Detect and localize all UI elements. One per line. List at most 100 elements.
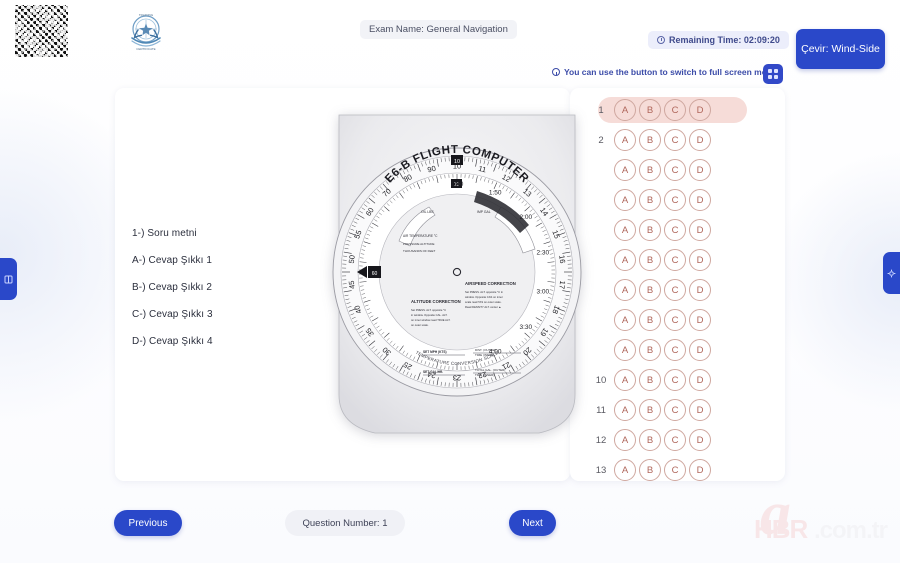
answer-option-b[interactable]: B	[639, 459, 661, 481]
answer-option-c[interactable]: C	[664, 369, 686, 391]
answer-option-b[interactable]: B	[639, 369, 661, 391]
previous-button[interactable]: Previous	[114, 510, 182, 536]
e6b-flight-computer[interactable]: 10 11 12 13 14 15 16 17 18 19 20 21 22 23 24 25 30 35 40 45…	[325, 95, 589, 445]
answer-option-c[interactable]: C	[664, 99, 686, 121]
answer-option-c[interactable]: C	[664, 159, 686, 181]
answer-option-d[interactable]: D	[689, 339, 711, 361]
answer-option-c[interactable]: C	[664, 249, 686, 271]
question-option-d[interactable]: D-) Cevap Şıkkı 4	[132, 336, 213, 347]
answer-option-c[interactable]: C	[664, 339, 686, 361]
watermark-a: a	[760, 480, 791, 548]
answer-option-a[interactable]: A	[614, 219, 636, 241]
left-drawer-tab[interactable]	[0, 258, 17, 300]
label-altitude-correction: ALTITUDE CORRECTION	[411, 299, 461, 304]
svg-text:10: 10	[454, 182, 460, 188]
answer-option-b[interactable]: B	[639, 279, 661, 301]
watermark: a HBR .com.tr	[742, 481, 892, 559]
question-option-b[interactable]: B-) Cevap Şıkkı 2	[132, 282, 213, 293]
answer-option-a[interactable]: A	[614, 159, 636, 181]
answer-option-d[interactable]: D	[689, 129, 711, 151]
svg-text:TRAINING: TRAINING	[139, 13, 154, 17]
answer-option-d[interactable]: D	[689, 309, 711, 331]
answer-option-b[interactable]: B	[639, 129, 661, 151]
answer-option-b[interactable]: B	[639, 309, 661, 331]
answer-option-c[interactable]: C	[664, 219, 686, 241]
svg-text:90: 90	[427, 164, 437, 175]
question-option-a[interactable]: A-) Cevap Şıkkı 1	[132, 255, 213, 266]
svg-text:12: 12	[500, 172, 512, 184]
answer-option-d[interactable]: D	[689, 219, 711, 241]
answer-option-c[interactable]: C	[664, 309, 686, 331]
label-set-mph: SET MPH (KTS)	[423, 350, 447, 354]
svg-text:80: 80	[402, 172, 414, 184]
answer-option-b[interactable]: B	[639, 159, 661, 181]
answer-option-c[interactable]: C	[664, 399, 686, 421]
answer-option-d[interactable]: D	[689, 459, 711, 481]
question-option-c[interactable]: C-) Cevap Şıkkı 3	[132, 309, 213, 320]
svg-text:16: 16	[557, 255, 567, 264]
answer-sheet: 1 A B C D 2 A B C D A B C D A B C D A B C D A B C D A B C D A B C D A B C D 10…	[570, 95, 785, 485]
answer-option-a[interactable]: A	[614, 129, 636, 151]
answer-option-b[interactable]: B	[639, 189, 661, 211]
answer-option-b[interactable]: B	[639, 99, 661, 121]
watermark-com: .com.tr	[814, 517, 888, 544]
answer-option-c[interactable]: C	[664, 129, 686, 151]
right-drawer-tab[interactable]	[883, 252, 900, 294]
answer-row-number: 1	[598, 104, 604, 116]
answer-row-number: 2	[598, 134, 604, 146]
answer-option-a[interactable]: A	[614, 369, 636, 391]
answer-option-d[interactable]: D	[689, 399, 711, 421]
answer-option-a[interactable]: A	[614, 249, 636, 271]
answer-option-a[interactable]: A	[614, 429, 636, 451]
answer-option-a[interactable]: A	[614, 189, 636, 211]
label-airspeed-correction: AIRSPEED CORRECTION	[465, 281, 516, 286]
answer-option-b[interactable]: B	[639, 339, 661, 361]
svg-text:50: 50	[347, 255, 357, 264]
answer-option-a[interactable]: A	[614, 399, 636, 421]
svg-text:10: 10	[453, 162, 461, 171]
answer-option-c[interactable]: C	[664, 429, 686, 451]
answer-option-a[interactable]: A	[614, 459, 636, 481]
next-button[interactable]: Next	[509, 510, 556, 536]
label-pressure-alt: PRESSURE ALTITUDE	[403, 242, 434, 246]
svg-text:10: 10	[454, 159, 460, 165]
svg-text:15: 15	[550, 229, 561, 240]
answer-option-b[interactable]: B	[639, 399, 661, 421]
answer-option-b[interactable]: B	[639, 429, 661, 451]
answer-option-c[interactable]: C	[664, 189, 686, 211]
answer-option-a[interactable]: A	[614, 309, 636, 331]
answer-option-d[interactable]: D	[689, 159, 711, 181]
svg-text:25: 25	[402, 360, 414, 372]
answer-option-a[interactable]: A	[614, 339, 636, 361]
answer-option-d[interactable]: D	[689, 429, 711, 451]
answer-option-b[interactable]: B	[639, 249, 661, 271]
answer-option-a[interactable]: A	[614, 99, 636, 121]
answer-option-a[interactable]: A	[614, 279, 636, 301]
answer-option-d[interactable]: D	[689, 249, 711, 271]
answer-option-b[interactable]: B	[639, 219, 661, 241]
label-set-gal-hr: SET GAL/HR.	[423, 370, 443, 374]
label-airspeed-text: Set PRESS. ALT. opposite °C in	[465, 290, 503, 294]
flip-wind-side-button[interactable]: Çevir: Wind-Side	[796, 29, 885, 69]
fullscreen-button[interactable]	[763, 64, 783, 84]
answer-option-c[interactable]: C	[664, 279, 686, 301]
svg-text:21: 21	[500, 360, 512, 372]
answer-option-c[interactable]: C	[664, 459, 686, 481]
svg-text:1:40: 1:40	[451, 181, 464, 188]
svg-text:22: 22	[477, 370, 487, 381]
answer-option-d[interactable]: D	[689, 279, 711, 301]
answer-option-d[interactable]: D	[689, 99, 711, 121]
answer-option-d[interactable]: D	[689, 369, 711, 391]
e6b-top-index: 10 10	[451, 155, 463, 188]
answer-option-d[interactable]: D	[689, 189, 711, 211]
